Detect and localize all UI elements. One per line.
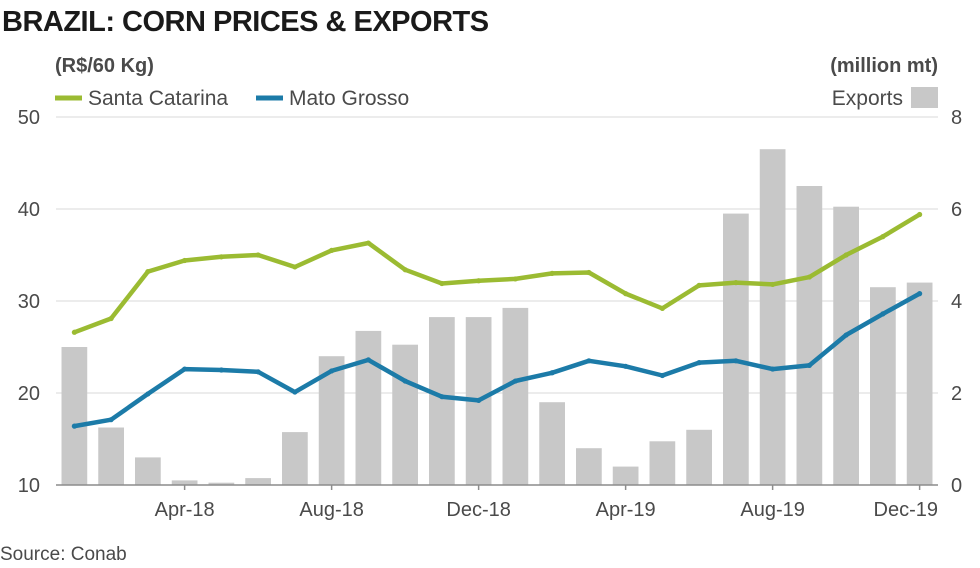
left-tick-label: 20: [18, 383, 40, 405]
right-tick-label: 8: [951, 107, 962, 129]
data-point-mato-grosso: [512, 378, 518, 384]
data-point-santa-catarina: [476, 278, 482, 284]
series-line-mato-grosso: [72, 291, 922, 429]
source-note: Source: Conab: [0, 544, 127, 565]
data-point-santa-catarina: [365, 240, 371, 246]
export-bar: [502, 307, 529, 485]
data-point-santa-catarina: [733, 280, 739, 286]
export-bar: [245, 478, 271, 485]
x-tick-label: Apr-19: [596, 499, 656, 521]
export-bar: [539, 402, 565, 485]
series-line-santa-catarina: [72, 212, 922, 335]
legend-label-exports: Exports: [832, 87, 903, 110]
data-point-santa-catarina: [108, 315, 114, 322]
data-point-santa-catarina: [880, 234, 886, 240]
data-point-mato-grosso: [770, 366, 776, 372]
chart-title: BRAZIL: CORN PRICES & EXPORTS: [2, 6, 489, 38]
right-axis-unit: (million mt): [830, 55, 938, 77]
data-point-mato-grosso: [659, 372, 665, 379]
data-point-mato-grosso: [255, 369, 261, 375]
data-point-santa-catarina: [439, 280, 445, 287]
data-point-mato-grosso: [71, 423, 77, 429]
export-bar: [612, 466, 639, 485]
export-bar: [282, 432, 308, 485]
export-bar: [171, 480, 198, 485]
data-point-mato-grosso: [218, 367, 224, 373]
data-point-santa-catarina: [329, 247, 335, 253]
export-bar: [429, 317, 455, 485]
export-bar: [135, 457, 161, 485]
data-point-mato-grosso: [292, 389, 298, 395]
data-point-santa-catarina: [917, 211, 923, 218]
x-tick-label: Dec-18: [446, 499, 510, 521]
data-point-santa-catarina: [71, 329, 77, 335]
data-point-mato-grosso: [108, 417, 114, 423]
legend: Santa Catarina Mato Grosso Exports: [55, 87, 938, 110]
right-tick-label: 0: [951, 475, 962, 497]
data-point-mato-grosso: [476, 397, 482, 403]
x-tick-label: Apr-18: [155, 499, 215, 521]
data-point-santa-catarina: [770, 281, 776, 288]
data-point-mato-grosso: [623, 363, 629, 369]
data-point-santa-catarina: [255, 252, 261, 258]
data-point-santa-catarina: [806, 274, 812, 280]
data-point-santa-catarina: [218, 254, 224, 260]
data-point-santa-catarina: [623, 291, 629, 297]
x-tick-label: Aug-18: [299, 499, 364, 521]
data-point-mato-grosso: [402, 378, 408, 384]
data-point-mato-grosso: [586, 358, 592, 364]
data-point-santa-catarina: [549, 270, 555, 276]
data-point-mato-grosso: [365, 357, 371, 363]
left-tick-label: 10: [18, 475, 40, 497]
left-tick-label: 40: [18, 199, 40, 221]
data-point-mato-grosso: [843, 332, 849, 338]
x-tick-label: Dec-19: [874, 499, 938, 521]
right-tick-label: 6: [951, 199, 962, 221]
export-bar: [723, 213, 749, 485]
export-bar: [906, 282, 933, 485]
left-axis-unit: (R$/60 Kg): [55, 55, 154, 77]
export-bars: [61, 149, 933, 485]
data-point-santa-catarina: [696, 282, 702, 288]
data-point-santa-catarina: [402, 267, 408, 273]
export-bar: [98, 427, 124, 485]
data-point-mato-grosso: [806, 362, 812, 368]
axes: 10 20 30 40 50 0 2 4 6 8 Apr-18 Aug-18 Dec-18 Apr-19 A…: [18, 107, 962, 521]
export-bar: [392, 344, 418, 485]
data-point-mato-grosso: [696, 360, 702, 366]
left-tick-label: 30: [18, 291, 40, 313]
data-point-santa-catarina: [843, 252, 849, 258]
data-point-mato-grosso: [549, 370, 555, 376]
data-point-santa-catarina: [659, 305, 665, 311]
data-point-mato-grosso: [182, 366, 188, 372]
export-bar: [208, 482, 235, 485]
export-bar: [686, 429, 712, 485]
export-bar: [355, 330, 382, 485]
price-lines: [71, 211, 923, 429]
data-point-santa-catarina: [145, 268, 151, 275]
legend-swatch-exports: [911, 87, 938, 108]
data-point-mato-grosso: [329, 368, 335, 374]
data-point-santa-catarina: [182, 257, 188, 264]
data-point-mato-grosso: [880, 311, 886, 317]
left-tick-label: 50: [18, 107, 40, 129]
legend-label-mato-grosso: Mato Grosso: [289, 87, 409, 110]
export-bar: [796, 186, 823, 485]
data-point-santa-catarina: [292, 264, 298, 270]
export-bar: [649, 441, 676, 485]
x-tick-label: Aug-19: [740, 499, 805, 521]
data-point-santa-catarina: [586, 269, 592, 276]
data-point-mato-grosso: [439, 394, 445, 400]
right-tick-label: 4: [951, 291, 962, 313]
data-point-santa-catarina: [512, 276, 518, 282]
right-tick-label: 2: [951, 383, 962, 405]
legend-label-santa-catarina: Santa Catarina: [88, 87, 228, 110]
data-point-mato-grosso: [917, 291, 923, 297]
data-point-mato-grosso: [733, 358, 739, 364]
export-bar: [576, 448, 602, 485]
export-bar: [61, 347, 88, 485]
data-point-mato-grosso: [145, 391, 151, 397]
export-bar: [759, 149, 786, 485]
